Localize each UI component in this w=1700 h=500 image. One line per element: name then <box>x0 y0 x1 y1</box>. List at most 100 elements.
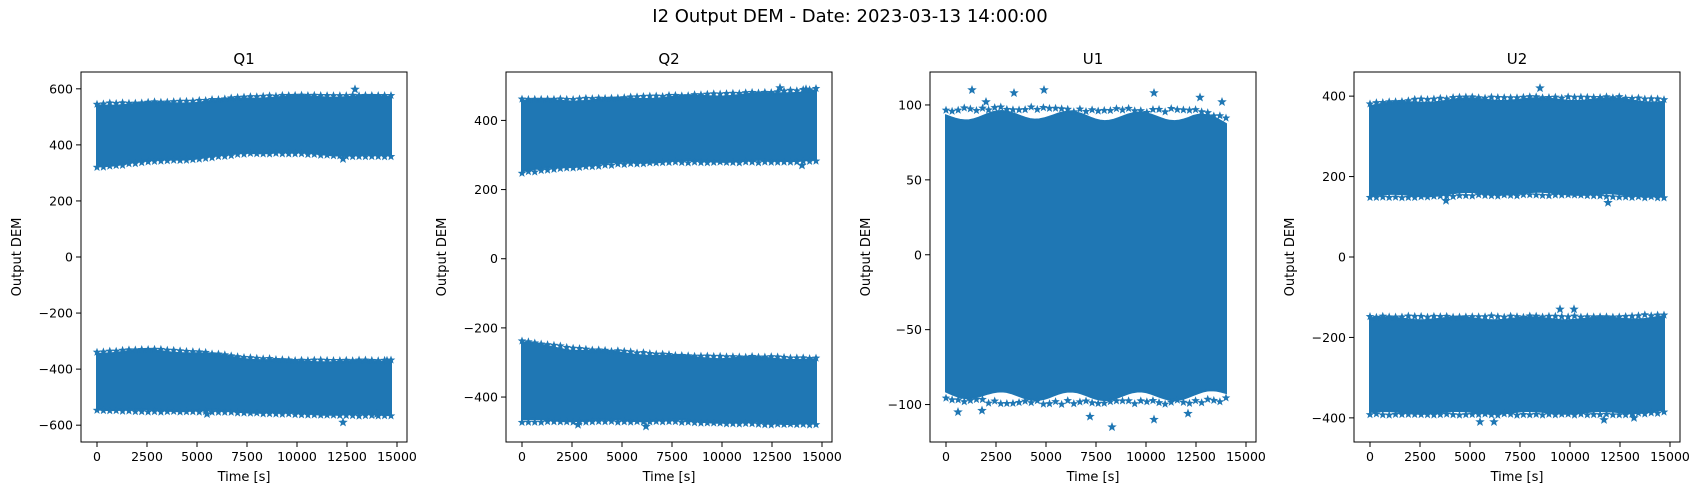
edge-marker <box>1051 397 1060 406</box>
edge-marker <box>664 349 674 359</box>
edge-marker <box>99 347 108 356</box>
edge-marker <box>105 161 115 170</box>
edge-marker <box>226 407 236 416</box>
edge-marker <box>715 351 725 360</box>
edge-marker <box>341 410 351 420</box>
edge-marker <box>1640 94 1650 103</box>
edge-marker <box>303 410 313 419</box>
edge-marker <box>361 90 370 100</box>
outlier-point <box>573 419 583 429</box>
edge-marker <box>1538 410 1547 419</box>
x-tick-label: 0 <box>518 449 526 464</box>
edge-marker <box>201 347 210 357</box>
edge-marker <box>105 98 115 107</box>
edge-marker <box>131 159 140 168</box>
outlier-point <box>1009 87 1019 98</box>
edge-marker <box>335 356 345 365</box>
edge-marker <box>658 349 667 358</box>
outlier-point <box>338 153 348 163</box>
edge-marker <box>766 88 776 97</box>
edge-marker <box>137 98 147 107</box>
band-1 <box>1369 97 1665 198</box>
edge-marker <box>290 90 300 99</box>
edge-marker <box>632 159 642 168</box>
edge-marker <box>1093 106 1103 115</box>
y-tick-label: 200 <box>49 193 73 208</box>
edge-marker <box>92 99 102 108</box>
edge-marker <box>124 159 134 168</box>
edge-marker <box>1531 190 1541 199</box>
edge-marker <box>1602 192 1611 201</box>
edge-marker <box>1646 94 1656 103</box>
edge-marker <box>1185 105 1194 114</box>
x-tick-label: 7500 <box>1080 449 1112 464</box>
edge-marker <box>1455 191 1464 200</box>
edge-marker <box>639 91 648 101</box>
edge-marker <box>137 158 147 167</box>
outlier-point <box>1217 96 1227 106</box>
edge-marker <box>1429 191 1439 200</box>
edge-marker <box>1461 410 1471 419</box>
y-tick-label: −200 <box>1312 330 1346 345</box>
edge-marker <box>754 158 763 167</box>
edge-marker <box>779 157 789 166</box>
edge-marker <box>1081 396 1091 405</box>
edge-marker <box>1026 102 1036 111</box>
edge-marker <box>1429 311 1439 320</box>
edge-marker <box>1467 191 1477 200</box>
edge-marker <box>607 416 616 426</box>
edge-marker <box>124 98 134 107</box>
edge-marker <box>131 345 140 354</box>
edge-marker <box>632 417 642 426</box>
edge-marker <box>1416 410 1426 419</box>
outlier-point <box>350 84 360 94</box>
edge-marker <box>600 93 610 103</box>
edge-marker <box>92 347 102 356</box>
edge-marker <box>1595 93 1605 102</box>
edge-marker <box>1002 104 1012 113</box>
outlier-point <box>1489 416 1499 426</box>
edge-marker <box>354 355 364 364</box>
edge-marker <box>1057 104 1066 113</box>
edge-marker <box>1557 312 1567 321</box>
edge-marker <box>645 158 655 167</box>
edge-marker <box>1602 312 1611 321</box>
edge-marker <box>1659 193 1669 202</box>
edge-marker <box>182 96 191 105</box>
edge-marker <box>1499 93 1509 102</box>
edge-marker <box>805 156 814 166</box>
edge-marker <box>322 150 332 159</box>
edge-marker <box>297 149 306 158</box>
edge-marker <box>163 97 172 106</box>
subplot-u1: 0 2500 5000 7500 10000 12500 15000 −100 −50 0 50 10… <box>859 50 1266 485</box>
outlier-point <box>801 84 811 94</box>
edge-marker <box>760 87 770 96</box>
edge-marker <box>1480 93 1490 102</box>
edge-marker <box>373 356 383 365</box>
x-tick-label: 7500 <box>656 449 688 464</box>
edge-marker <box>1525 92 1535 101</box>
edge-marker <box>214 152 223 161</box>
edge-marker <box>1365 312 1375 321</box>
edge-marker <box>1372 312 1381 321</box>
outlier-point <box>382 355 392 365</box>
edge-marker <box>1391 409 1400 419</box>
edge-marker <box>626 159 635 168</box>
edge-marker <box>1436 191 1445 200</box>
edge-marker <box>1467 410 1477 419</box>
data-layer <box>517 82 821 431</box>
edge-marker <box>1166 103 1176 113</box>
edge-marker <box>735 89 744 98</box>
edge-marker <box>556 163 565 173</box>
edge-marker <box>690 90 699 99</box>
edge-marker <box>658 91 667 101</box>
edge-marker <box>265 409 274 418</box>
edge-marker <box>169 345 178 354</box>
edge-marker <box>683 351 693 360</box>
edge-marker <box>1563 312 1573 321</box>
edge-marker <box>536 417 546 426</box>
edge-marker <box>543 94 552 103</box>
edge-marker <box>1551 410 1560 419</box>
edge-marker <box>1461 92 1471 101</box>
edge-marker <box>984 398 993 407</box>
